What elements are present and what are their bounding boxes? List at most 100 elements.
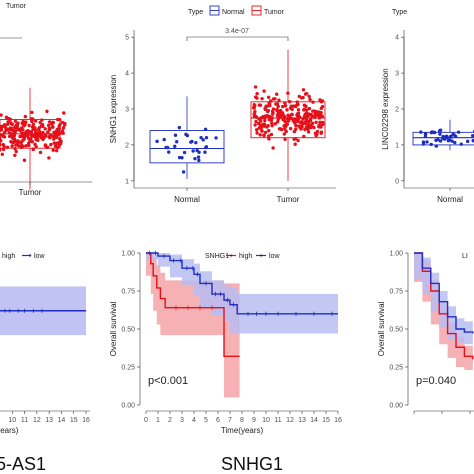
data-point bbox=[49, 142, 53, 147]
data-point bbox=[284, 123, 288, 128]
data-point bbox=[459, 142, 463, 146]
data-point bbox=[189, 140, 193, 144]
data-point bbox=[201, 138, 205, 142]
x-tick-label: 11 bbox=[274, 417, 281, 424]
data-point bbox=[0, 134, 1, 138]
data-point bbox=[18, 134, 22, 139]
y-tick-label: 1.00 bbox=[121, 251, 135, 258]
data-point bbox=[60, 120, 65, 125]
data-point bbox=[13, 147, 17, 151]
data-point bbox=[214, 136, 218, 140]
data-point bbox=[293, 137, 298, 141]
data-point bbox=[445, 134, 449, 138]
data-point bbox=[51, 148, 55, 152]
data-point bbox=[307, 94, 311, 99]
data-point bbox=[267, 134, 271, 138]
data-point bbox=[307, 125, 311, 130]
data-point bbox=[196, 155, 201, 159]
data-point bbox=[287, 100, 292, 104]
data-point bbox=[266, 109, 270, 114]
data-point bbox=[291, 119, 295, 123]
data-point bbox=[321, 122, 325, 126]
data-point bbox=[303, 127, 307, 132]
data-point bbox=[5, 122, 10, 126]
data-point bbox=[203, 150, 207, 154]
data-point bbox=[23, 134, 27, 138]
legend-entry-low: low bbox=[34, 253, 45, 260]
x-tick-label: 14 bbox=[310, 417, 318, 424]
data-point bbox=[267, 101, 271, 105]
data-point bbox=[47, 120, 52, 124]
legend-marker-low bbox=[28, 254, 32, 257]
data-point bbox=[1, 147, 6, 152]
y-tick-label: 0.00 bbox=[121, 403, 135, 410]
ci-band-low bbox=[414, 253, 473, 345]
y-axis-title: SNHG1 expression bbox=[109, 75, 118, 143]
data-point bbox=[7, 116, 11, 121]
legend-entry-high: high bbox=[2, 253, 15, 260]
data-point bbox=[262, 116, 267, 120]
data-point bbox=[311, 100, 315, 104]
data-point bbox=[436, 137, 440, 142]
y-tick-label: 0.00 bbox=[389, 403, 403, 410]
data-point bbox=[52, 137, 56, 141]
data-point bbox=[0, 127, 2, 132]
legend-entry-tumor: Tumor bbox=[6, 3, 27, 10]
data-point bbox=[30, 140, 35, 144]
y-tick-label: 0.25 bbox=[389, 365, 403, 372]
data-point bbox=[281, 112, 285, 116]
data-point bbox=[54, 129, 59, 133]
data-point bbox=[281, 104, 285, 109]
x-tick-label: 13 bbox=[45, 417, 53, 424]
x-tick-label: Tumor bbox=[19, 188, 42, 197]
pvalue-label: p<0.001 bbox=[148, 375, 188, 387]
data-point bbox=[451, 132, 455, 137]
data-point bbox=[260, 129, 264, 133]
data-point bbox=[314, 120, 318, 124]
data-point bbox=[194, 140, 198, 145]
data-point bbox=[432, 130, 437, 135]
x-tick-label: 5 bbox=[204, 417, 208, 424]
x-tick-label: 15 bbox=[70, 417, 78, 424]
data-point bbox=[55, 141, 59, 146]
data-point bbox=[314, 133, 318, 138]
x-tick-label: 16 bbox=[334, 417, 342, 424]
data-point bbox=[62, 111, 66, 115]
x-tick-label: Tumor bbox=[277, 195, 300, 204]
data-point bbox=[24, 129, 29, 134]
data-point bbox=[21, 128, 25, 132]
data-point bbox=[283, 137, 287, 141]
data-point bbox=[253, 85, 258, 89]
data-point bbox=[31, 134, 35, 138]
data-point bbox=[251, 105, 256, 110]
data-point bbox=[465, 139, 470, 144]
data-point bbox=[57, 137, 62, 141]
y-axis-title: Overall survival bbox=[109, 301, 118, 356]
data-point bbox=[40, 118, 44, 122]
data-point bbox=[292, 129, 297, 134]
data-point bbox=[10, 126, 14, 130]
x-tick-label: 9 bbox=[252, 417, 256, 424]
data-point bbox=[0, 148, 2, 152]
data-point bbox=[30, 110, 34, 115]
data-point bbox=[0, 113, 3, 117]
data-point bbox=[290, 112, 294, 116]
data-point bbox=[14, 149, 18, 154]
data-point bbox=[266, 95, 271, 100]
data-point bbox=[456, 130, 461, 134]
data-point bbox=[302, 108, 306, 112]
data-point bbox=[18, 140, 23, 144]
x-tick-label: 14 bbox=[58, 417, 66, 424]
legend-title: SNHG1 bbox=[205, 253, 229, 260]
chart-panel-6: LI 0.00 0.25 0.50 0.75 1.00 Overall survival p=… bbox=[377, 251, 474, 414]
data-point bbox=[8, 131, 13, 136]
data-point bbox=[267, 137, 271, 141]
y-tick-label: 0.75 bbox=[121, 289, 135, 296]
data-point bbox=[16, 139, 20, 143]
x-tick-label: 11 bbox=[21, 417, 28, 424]
data-point bbox=[434, 144, 438, 148]
data-point bbox=[425, 140, 429, 144]
data-point bbox=[193, 156, 197, 161]
x-tick-label: 16 bbox=[82, 417, 90, 424]
data-point bbox=[46, 130, 50, 134]
